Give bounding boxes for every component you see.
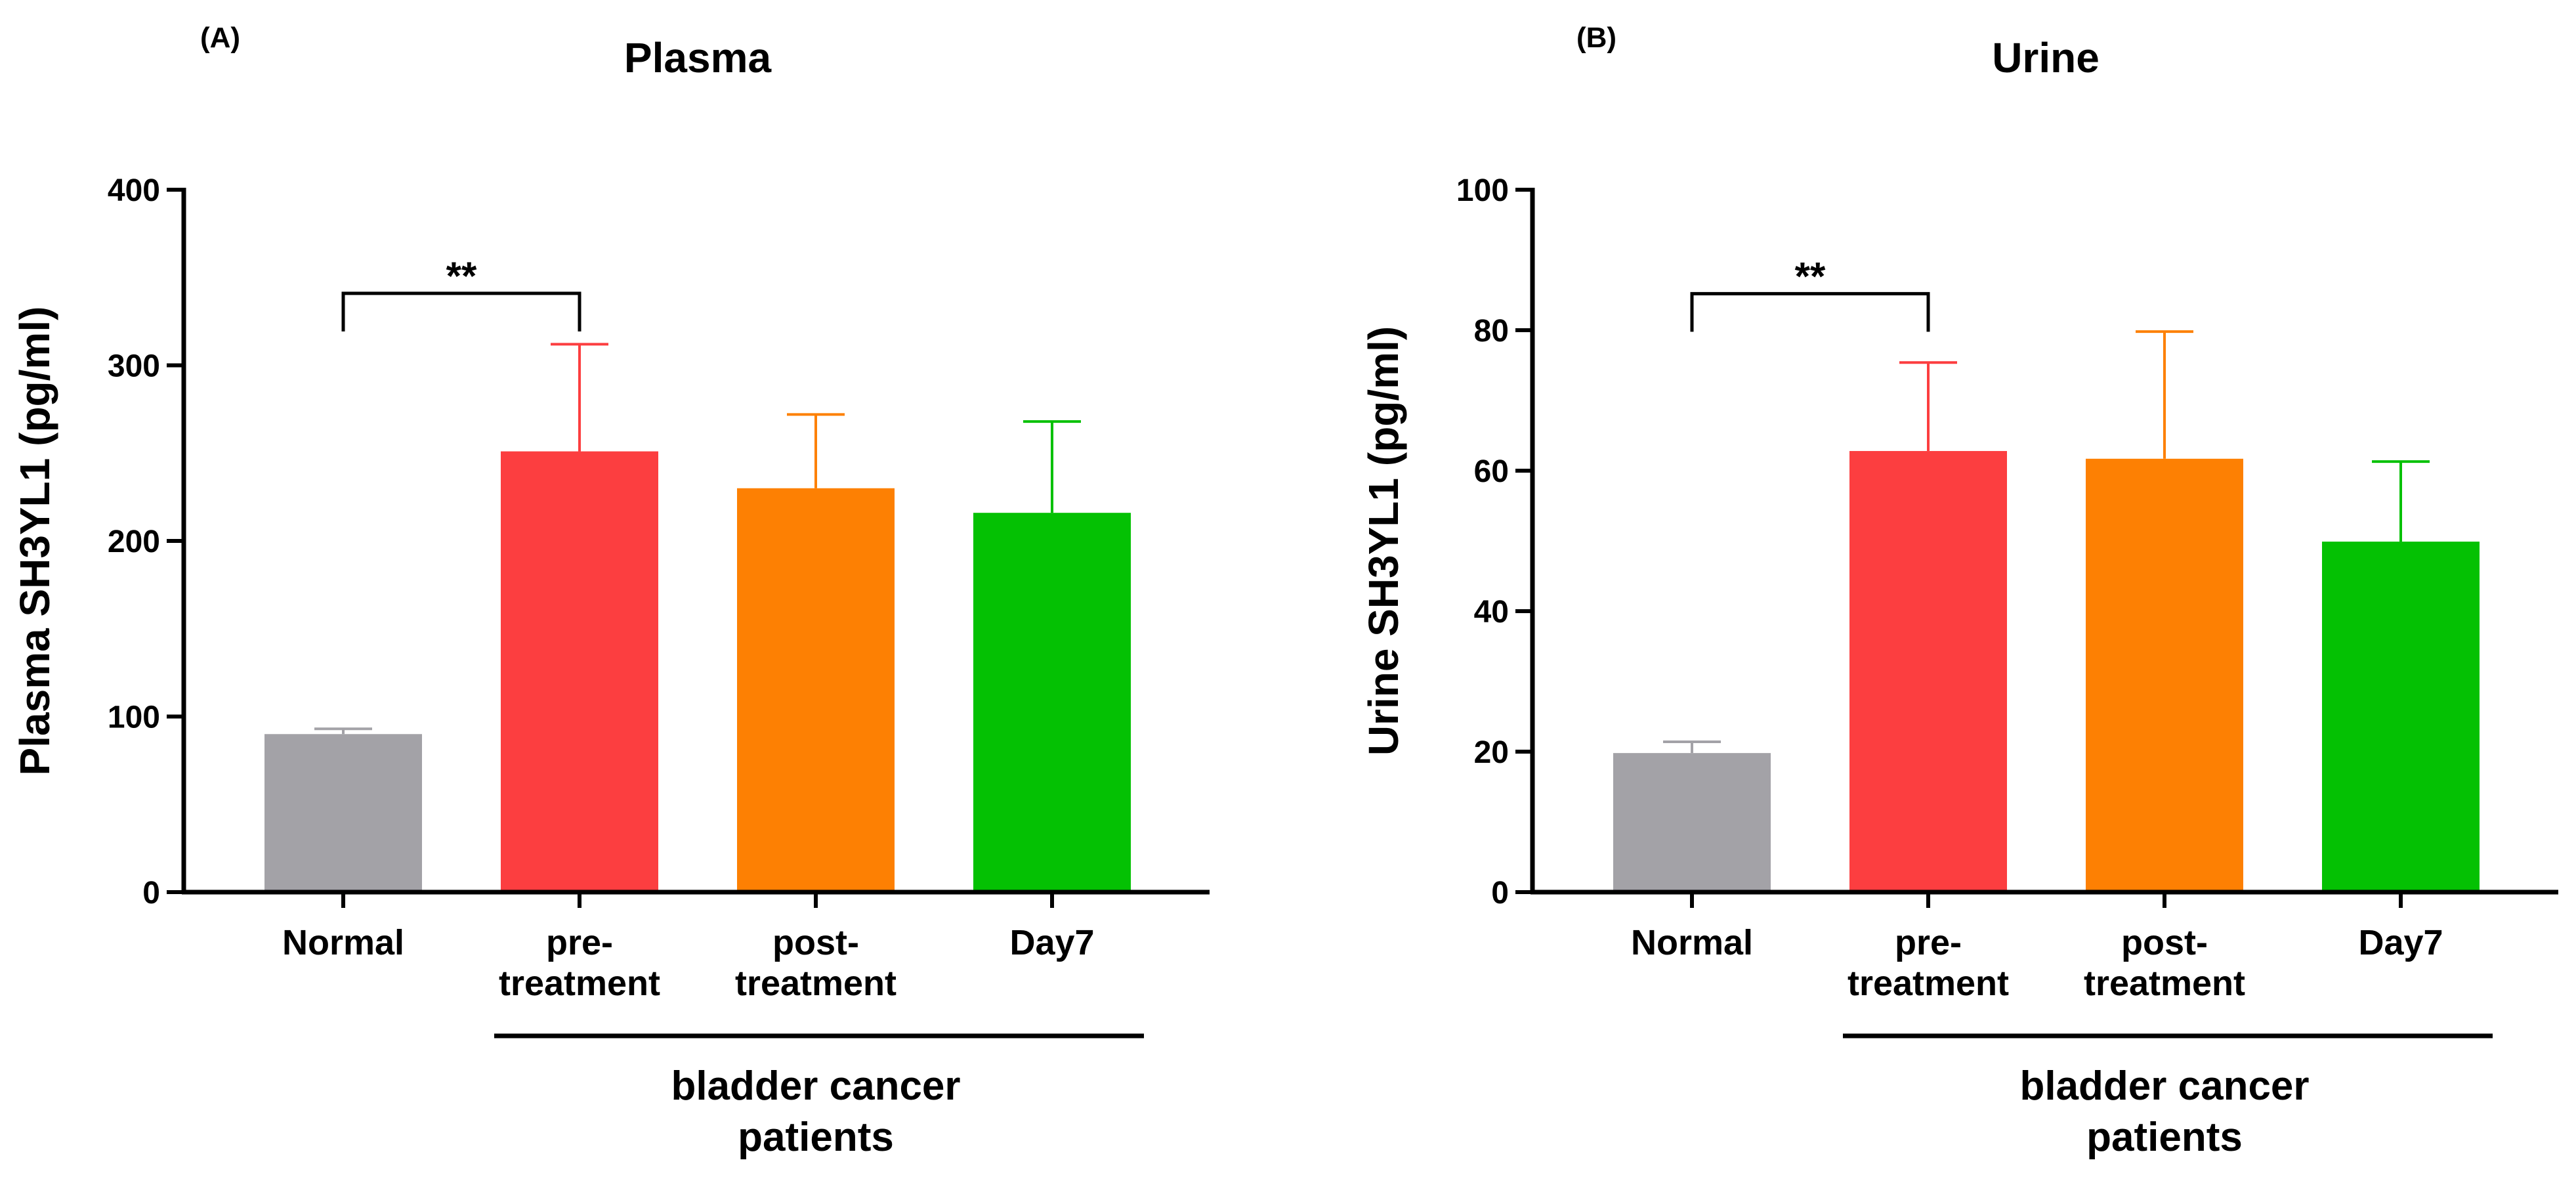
x-tick-label: Normal [1631, 923, 1753, 962]
y-axis-label: Urine SH3YL1 (pg/ml) [1360, 326, 1407, 756]
panel-label: (B) [1576, 22, 1616, 54]
bar-2 [501, 451, 658, 892]
significance-label: ** [1795, 254, 1826, 298]
y-tick-label: 80 [1474, 314, 1509, 349]
chart-panel-1: (A) Plasma Plasma SH3YL1 (pg/ml) 0 100 200 300… [11, 22, 1210, 1160]
group-label: bladder cancer [671, 1063, 960, 1109]
bar-2 [1849, 451, 2007, 892]
group-label: bladder cancer [2019, 1063, 2309, 1109]
significance-bracket [1690, 291, 1930, 332]
y-tick-label: 100 [1456, 173, 1509, 208]
y-tick-label: 40 [1474, 595, 1509, 630]
x-tick-label: post- [772, 923, 859, 962]
y-tick-label: 300 [108, 349, 160, 384]
x-tick-label: post- [2121, 923, 2208, 962]
chart-panel-2: (B) Urine Urine SH3YL1 (pg/ml) 0 20 40 60 80 100… [1360, 22, 2558, 1160]
x-tick-label: Day7 [2358, 923, 2443, 962]
y-tick-label: 20 [1474, 735, 1509, 770]
x-tick-label: treatment [735, 964, 897, 1003]
chart-title: Plasma [624, 34, 772, 81]
y-tick-label: 200 [108, 525, 160, 559]
bar-4 [973, 513, 1131, 892]
y-axis-label: Plasma SH3YL1 (pg/ml) [11, 307, 58, 776]
bar-3 [737, 488, 895, 892]
x-tick-label: Day7 [1009, 923, 1094, 962]
x-tick-label: pre- [546, 923, 613, 962]
bar-3 [2086, 458, 2243, 892]
x-tick-label: treatment [2084, 964, 2245, 1003]
x-tick-label: treatment [499, 964, 660, 1003]
group-label: patients [2086, 1115, 2243, 1160]
bar-1 [1613, 753, 1771, 892]
x-tick-label: Normal [282, 923, 404, 962]
x-tick-label: treatment [1848, 964, 2009, 1003]
chart-title: Urine [1992, 34, 2100, 81]
y-tick-label: 0 [142, 876, 160, 911]
significance-bracket [341, 291, 581, 332]
bar-1 [264, 734, 422, 892]
significance-label: ** [446, 254, 477, 298]
group-label: patients [738, 1115, 894, 1160]
bar-4 [2322, 542, 2480, 892]
x-tick-label: pre- [1895, 923, 1962, 962]
y-tick-label: 60 [1474, 454, 1509, 489]
y-tick-label: 100 [108, 700, 160, 735]
panel-label: (A) [200, 22, 240, 54]
y-tick-label: 400 [108, 173, 160, 208]
y-tick-label: 0 [1491, 876, 1509, 911]
